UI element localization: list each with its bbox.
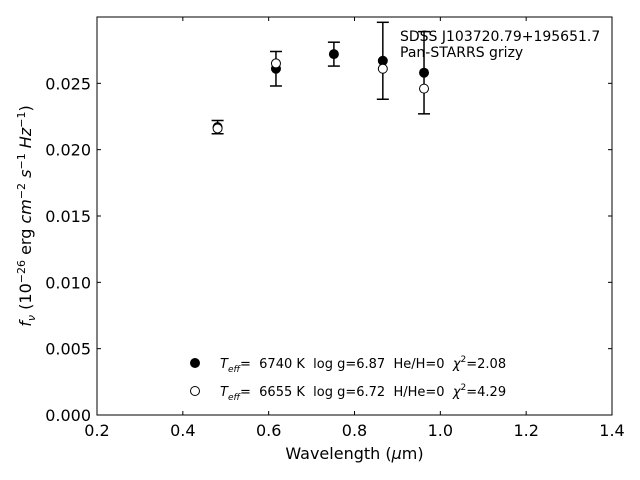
y-tick-label: 0.020 bbox=[45, 141, 91, 160]
y-tick-label: 0.025 bbox=[45, 74, 91, 93]
y-axis-label: fν (10−26 erg cm−2 s−1 Hz−1) bbox=[15, 105, 38, 326]
legend-entry-2: Teff= 6655 K log g=6.72 H/He=0 χ2=4.29 bbox=[220, 383, 506, 403]
legend: Teff= 6740 K log g=6.87 He/H=0 χ2=2.08 T… bbox=[190, 355, 506, 403]
x-tick-label: 0.2 bbox=[84, 421, 109, 440]
plot-frame bbox=[96, 16, 613, 416]
legend-marker-filled bbox=[190, 358, 200, 368]
model-point bbox=[377, 63, 388, 74]
x-axis-ticks: 0.2 0.4 0.6 0.8 1.0 1.2 1.4 bbox=[84, 17, 625, 440]
y-tick-label: 0.000 bbox=[45, 406, 91, 425]
annotation-object-name: SDSS J103720.79+195651.7 bbox=[400, 29, 600, 45]
model-point bbox=[419, 83, 430, 94]
x-tick-label: 1.4 bbox=[599, 421, 624, 440]
x-axis-label: Wavelength (μm) bbox=[285, 444, 423, 463]
model-point bbox=[270, 58, 281, 69]
y-tick-label: 0.015 bbox=[45, 207, 91, 226]
model-points bbox=[212, 58, 430, 134]
legend-entry-1: Teff= 6740 K log g=6.87 He/H=0 χ2=2.08 bbox=[220, 355, 506, 375]
observed-points bbox=[211, 21, 431, 135]
x-tick-label: 1.0 bbox=[428, 421, 453, 440]
y-tick-label: 0.005 bbox=[45, 340, 91, 359]
x-tick-label: 1.2 bbox=[513, 421, 538, 440]
model-point bbox=[212, 123, 223, 134]
x-tick-label: 0.6 bbox=[256, 421, 281, 440]
observed-point bbox=[419, 67, 430, 78]
y-tick-label: 0.010 bbox=[45, 273, 91, 292]
y-axis-ticks: 0.000 0.005 0.010 0.015 0.020 0.025 bbox=[45, 74, 612, 425]
observed-point bbox=[328, 49, 339, 60]
legend-marker-open bbox=[190, 386, 200, 396]
annotation-survey: Pan-STARRS grizy bbox=[400, 45, 523, 61]
x-tick-label: 0.4 bbox=[170, 421, 195, 440]
x-tick-label: 0.8 bbox=[342, 421, 367, 440]
